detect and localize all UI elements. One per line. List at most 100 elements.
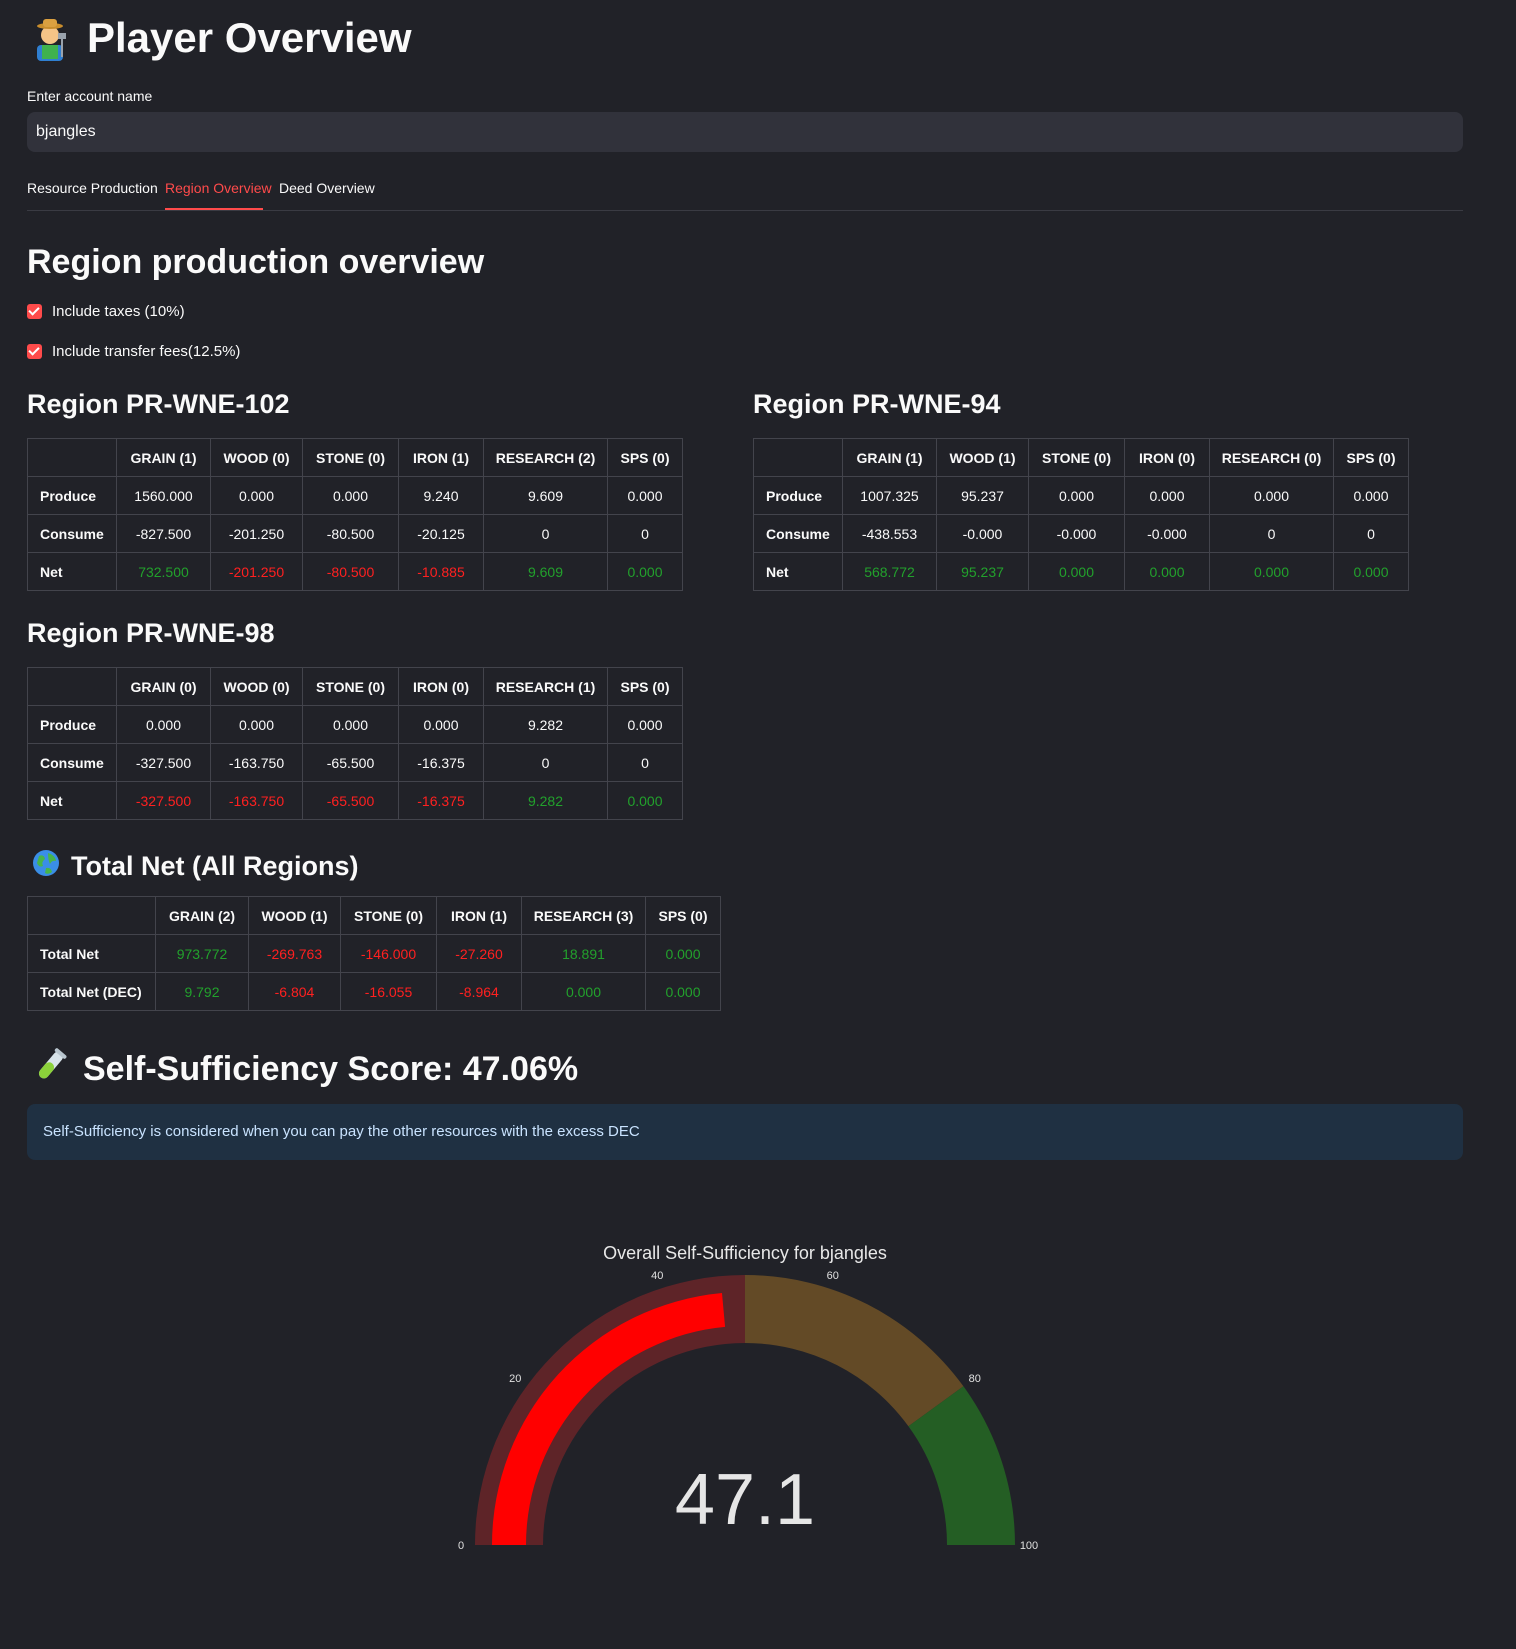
region-table: GRAIN (1) WOOD (0) STONE (0) IRON (1) RE… <box>27 438 683 591</box>
table-row: Net 732.500 -201.250 -80.500 -10.885 9.6… <box>27 552 683 591</box>
row-header: Total Net (DEC) <box>27 972 156 1011</box>
table-cell: 0.000 <box>398 705 484 744</box>
column-header: RESEARCH (2) <box>483 438 608 477</box>
table-cell: -80.500 <box>302 514 399 553</box>
net-cell: -201.250 <box>210 552 303 591</box>
score-title: Self-Sufficiency Score: 47.06% <box>33 1047 578 1092</box>
gauge-tick-label: 60 <box>827 1270 839 1282</box>
net-cell: 9.609 <box>483 552 608 591</box>
tab-bar: Resource Production Region Overview Deed… <box>27 176 1463 211</box>
column-header: IRON (0) <box>1124 438 1210 477</box>
column-header: WOOD (0) <box>210 438 303 477</box>
table-row: Net 568.772 95.237 0.000 0.000 0.000 0.0… <box>753 552 1409 591</box>
table-cell: 0.000 <box>210 476 303 515</box>
section-title: Region production overview <box>27 243 485 281</box>
table-cell: -16.375 <box>398 743 484 782</box>
table-cell: 0 <box>607 514 683 553</box>
column-header: SPS (0) <box>607 438 683 477</box>
tab-region-overview[interactable]: Region Overview <box>165 180 272 196</box>
table-cell: 95.237 <box>936 476 1029 515</box>
gauge-bar <box>492 1293 726 1545</box>
net-cell: -327.500 <box>116 781 211 820</box>
table-row: Consume -438.553 -0.000 -0.000 -0.000 0 … <box>753 514 1409 553</box>
column-header: WOOD (0) <box>210 667 303 706</box>
net-cell: 568.772 <box>842 552 937 591</box>
table-row: Consume -327.500 -163.750 -65.500 -16.37… <box>27 743 683 782</box>
table-cell: 0 <box>1333 514 1409 553</box>
net-cell: 0.000 <box>521 972 646 1011</box>
region-title: Region PR-WNE-94 <box>753 389 1001 419</box>
gauge-band-0 <box>475 1275 745 1545</box>
table-row: Produce 1007.325 95.237 0.000 0.000 0.00… <box>753 476 1409 515</box>
net-cell: -163.750 <box>210 781 303 820</box>
table-cell: 0 <box>483 514 608 553</box>
column-header: WOOD (1) <box>936 438 1029 477</box>
net-cell: 0.000 <box>1124 552 1210 591</box>
checkbox-checked-icon <box>27 304 42 319</box>
table-cell: 0 <box>1209 514 1334 553</box>
tab-resource-production[interactable]: Resource Production <box>27 180 158 196</box>
gauge-tick-label: 80 <box>969 1373 981 1385</box>
region-table: GRAIN (0) WOOD (0) STONE (0) IRON (0) RE… <box>27 667 683 820</box>
net-cell: 0.000 <box>645 972 721 1011</box>
page-title-text: Player Overview <box>87 14 412 61</box>
net-cell: 0.000 <box>1333 552 1409 591</box>
active-tab-indicator <box>165 208 263 210</box>
column-header: STONE (0) <box>1028 438 1125 477</box>
row-header: Consume <box>27 514 117 553</box>
net-cell: 95.237 <box>936 552 1029 591</box>
net-cell: 9.282 <box>483 781 608 820</box>
column-header: WOOD (1) <box>248 896 341 935</box>
net-cell: -269.763 <box>248 934 341 973</box>
net-cell: -10.885 <box>398 552 484 591</box>
net-cell: 973.772 <box>155 934 249 973</box>
gauge-title: Overall Self-Sufficiency for bjangles <box>603 1243 887 1263</box>
total-title: Total Net (All Regions) <box>31 848 359 885</box>
info-alert: Self-Sufficiency is considered when you … <box>27 1104 1463 1160</box>
net-cell: 0.000 <box>1028 552 1125 591</box>
column-header: GRAIN (2) <box>155 896 249 935</box>
globe-icon <box>31 848 61 885</box>
gauge-bands <box>475 1275 1015 1545</box>
table-header-row: GRAIN (1) WOOD (0) STONE (0) IRON (1) RE… <box>27 438 683 477</box>
table-header-row: GRAIN (0) WOOD (0) STONE (0) IRON (0) RE… <box>27 667 683 706</box>
net-cell: 18.891 <box>521 934 646 973</box>
column-header: SPS (0) <box>645 896 721 935</box>
net-cell: -6.804 <box>248 972 341 1011</box>
net-cell: -27.260 <box>436 934 522 973</box>
table-row: Produce 1560.000 0.000 0.000 9.240 9.609… <box>27 476 683 515</box>
table-cell: 0.000 <box>1028 476 1125 515</box>
row-header: Net <box>753 552 843 591</box>
column-header: IRON (0) <box>398 667 484 706</box>
table-cell: 0.000 <box>210 705 303 744</box>
table-corner-cell <box>27 667 117 706</box>
table-cell: -163.750 <box>210 743 303 782</box>
table-corner-cell <box>27 896 156 935</box>
page-title: Player Overview <box>27 14 412 62</box>
include-taxes-checkbox[interactable]: Include taxes (10%) <box>27 303 185 320</box>
row-header: Produce <box>27 705 117 744</box>
table-row: Total Net 973.772 -269.763 -146.000 -27.… <box>27 934 721 973</box>
tab-deed-overview[interactable]: Deed Overview <box>279 180 375 196</box>
gauge-tick-label: 40 <box>651 1270 663 1282</box>
table-cell: 0.000 <box>116 705 211 744</box>
table-cell: -0.000 <box>1028 514 1125 553</box>
net-cell: -8.964 <box>436 972 522 1011</box>
table-cell: 1007.325 <box>842 476 937 515</box>
column-header: RESEARCH (1) <box>483 667 608 706</box>
gauge-band-2 <box>908 1386 1015 1545</box>
row-header: Net <box>27 781 117 820</box>
row-header: Total Net <box>27 934 156 973</box>
include-transfer-fees-checkbox[interactable]: Include transfer fees(12.5%) <box>27 343 240 360</box>
account-input[interactable]: bjangles <box>27 112 1463 152</box>
column-header: GRAIN (0) <box>116 667 211 706</box>
column-header: STONE (0) <box>302 438 399 477</box>
table-cell: 9.282 <box>483 705 608 744</box>
column-header: SPS (0) <box>1333 438 1409 477</box>
net-cell: -16.375 <box>398 781 484 820</box>
column-header: IRON (1) <box>398 438 484 477</box>
row-header: Net <box>27 552 117 591</box>
table-cell: 0 <box>607 743 683 782</box>
checkbox-checked-icon <box>27 344 42 359</box>
table-row: Total Net (DEC) 9.792 -6.804 -16.055 -8.… <box>27 972 721 1011</box>
